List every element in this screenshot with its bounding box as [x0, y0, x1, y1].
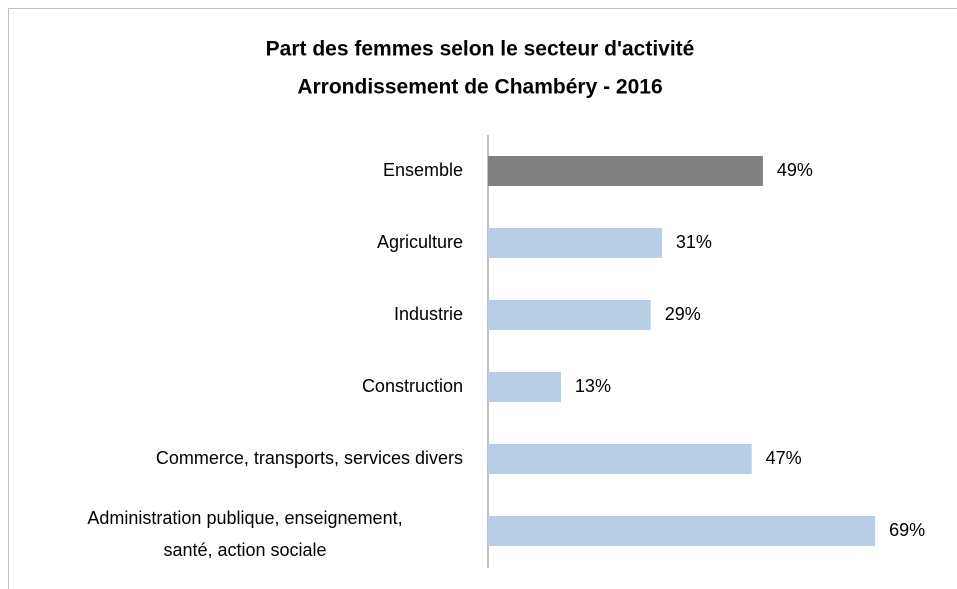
chart-title: Part des femmes selon le secteur d'activ…: [266, 38, 695, 61]
category-label: Ensemble: [383, 160, 463, 180]
bar: [488, 444, 752, 474]
category-label: Administration publique, enseignement,: [87, 508, 402, 528]
bar: [488, 228, 662, 258]
bar: [488, 516, 876, 546]
bar: [488, 372, 561, 402]
category-label: Agriculture: [377, 232, 463, 252]
value-label: 31%: [676, 232, 712, 252]
bar: [488, 156, 763, 186]
value-label: 49%: [777, 160, 813, 180]
chart-subtitle: Arrondissement de Chambéry - 2016: [297, 76, 662, 99]
category-label: Industrie: [394, 304, 463, 324]
category-label: Construction: [362, 376, 463, 396]
value-label: 69%: [889, 520, 925, 540]
value-label: 13%: [575, 376, 611, 396]
category-label: santé, action sociale: [163, 540, 326, 560]
value-label: 47%: [766, 448, 802, 468]
bar: [488, 300, 651, 330]
category-label: Commerce, transports, services divers: [156, 448, 463, 468]
value-label: 29%: [665, 304, 701, 324]
chart-frame: [8, 8, 957, 589]
